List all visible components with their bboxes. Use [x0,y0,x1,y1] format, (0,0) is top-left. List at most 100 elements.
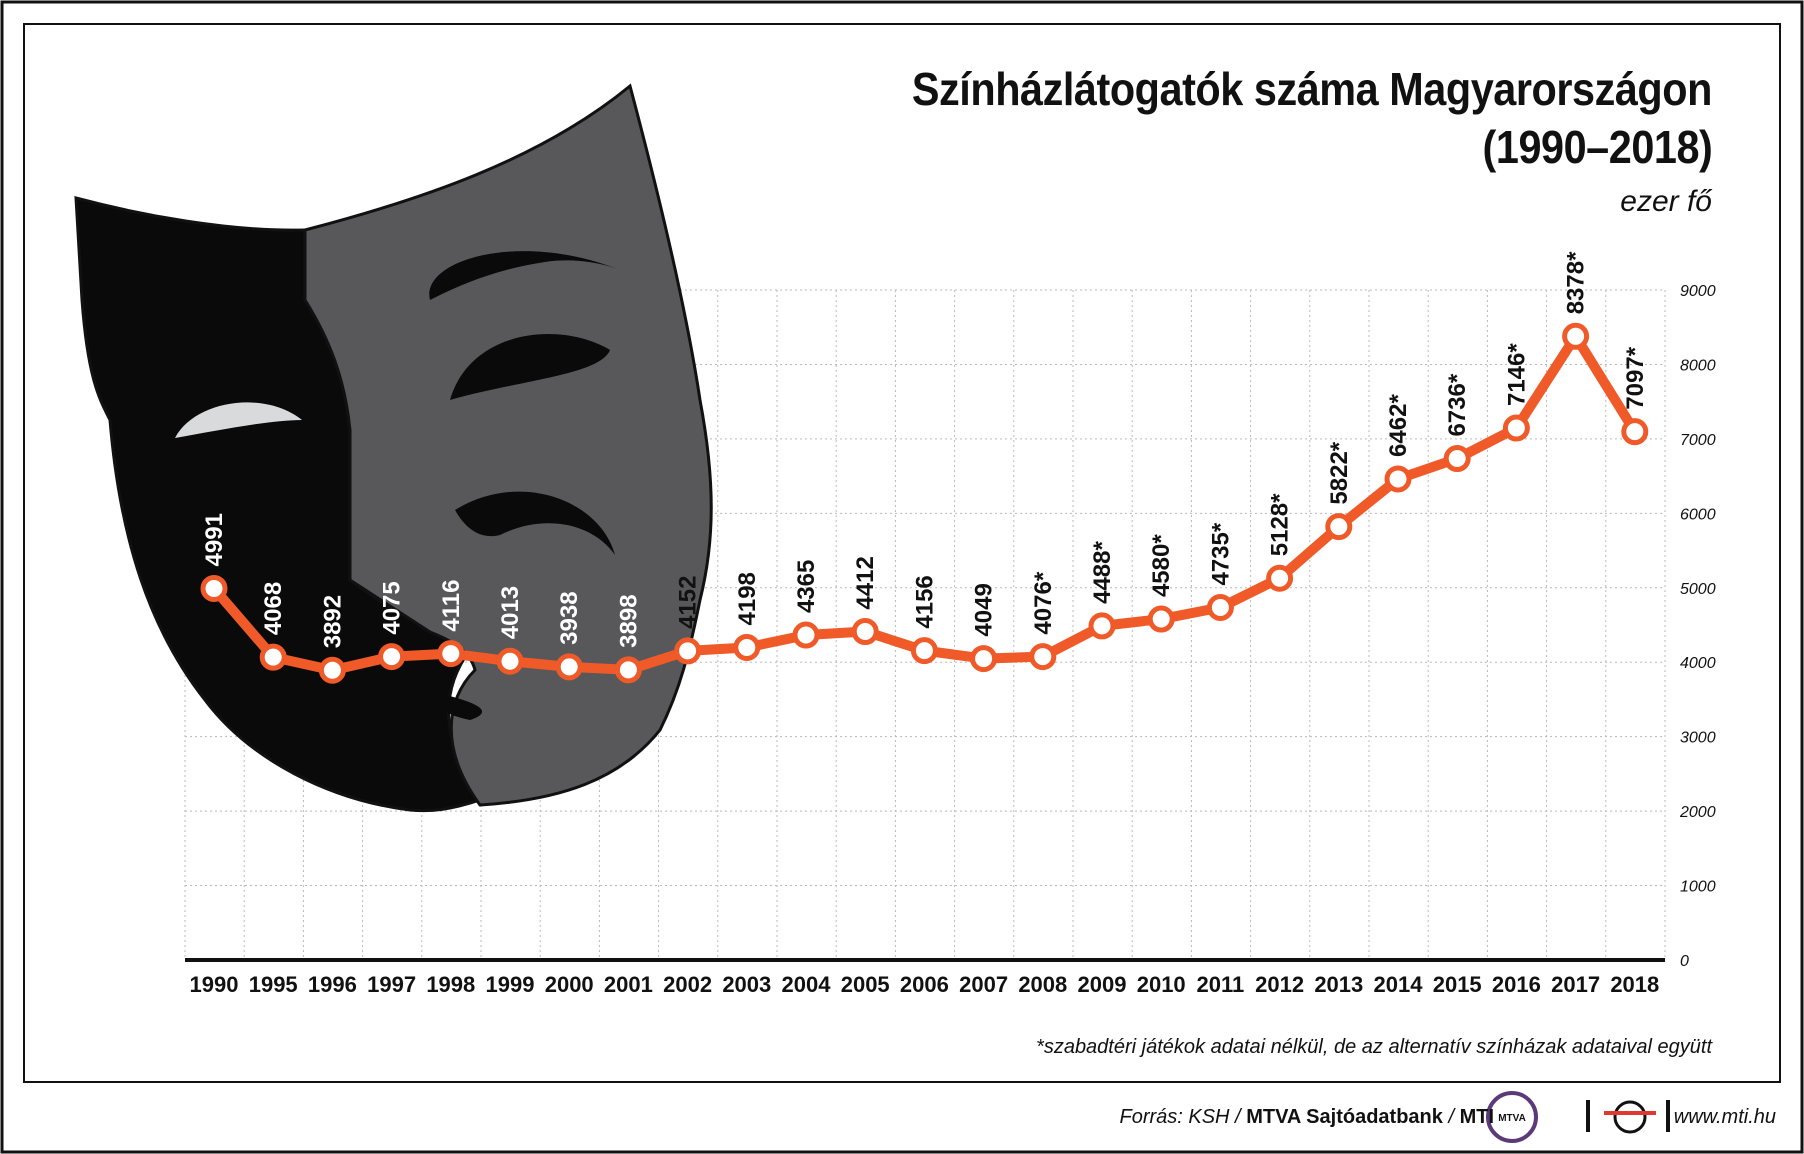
x-tick-label: 1995 [249,972,298,997]
data-label: 4412 [852,556,879,609]
data-point [851,618,879,646]
data-point [1206,594,1234,622]
x-tick-label: 2016 [1492,972,1541,997]
data-label: 5822* [1326,441,1353,504]
data-point [970,645,998,673]
mask-chin-shadow [425,690,483,720]
x-tick-label: 2017 [1551,972,1600,997]
source-bold: MTVA Sajtóadatbank [1246,1106,1443,1128]
y-tick-label: 6000 [1680,506,1716,523]
x-tick-label: 2005 [841,972,890,997]
mtva-logo: MTVA [1486,1091,1538,1143]
data-label: 4580* [1148,534,1175,597]
data-label: 4116 [438,580,465,632]
x-tick-label: 1990 [190,972,239,997]
data-point [1325,513,1353,541]
data-point [1147,605,1175,633]
data-point [733,633,761,661]
x-tick-label: 2002 [663,972,712,997]
data-point [1384,465,1412,493]
x-tick-label: 2012 [1255,972,1304,997]
data-label: 4075 [379,581,406,634]
data-labels-group: 4991 4068 3892 4075 4116 4013 3938 3898 4152 4198… [201,251,1649,648]
data-point [1266,564,1294,592]
data-label: 4049 [971,583,998,636]
data-label: 6736* [1444,373,1471,436]
series-line-group [200,322,1649,684]
data-point [1621,418,1649,446]
unit-label: ezer fő [1620,185,1712,218]
x-tick-label: 2008 [1018,972,1067,997]
data-point [378,643,406,671]
data-label: 7097* [1622,346,1649,409]
x-tick-label: 1996 [308,972,357,997]
data-point [614,656,642,684]
data-point [1029,643,1057,671]
data-label: 8378* [1563,251,1590,314]
x-tick-label: 2014 [1374,972,1424,997]
footnote: *szabadtéri játékok adatai nélkül, de az… [1036,1036,1712,1058]
data-point [318,656,346,684]
data-point [496,647,524,675]
y-tick-label: 4000 [1680,655,1716,672]
data-label: 4013 [497,586,524,639]
x-tick-label: 2003 [722,972,771,997]
y-tick-label: 3000 [1680,730,1716,747]
data-point [555,653,583,681]
x-tick-label: 2010 [1137,972,1186,997]
x-tick-label: 1999 [486,972,535,997]
mti-logo-icon [1604,1100,1656,1134]
source-mti: MTI [1459,1106,1494,1128]
x-tick-label: 2013 [1314,972,1363,997]
x-tick-label: 2007 [959,972,1008,997]
mtva-logo-text: MTVA [1498,1113,1526,1124]
y-tick-label: 1000 [1680,879,1716,896]
source-separator: / [1442,1106,1460,1128]
data-label: 4152 [675,576,702,629]
y-tick-label: 2000 [1679,804,1716,821]
y-tick-label: 5000 [1680,581,1716,598]
data-point [1088,612,1116,640]
x-tick-label: 2009 [1078,972,1127,997]
chart-title-years: (1990–2018) [1482,121,1712,173]
x-tick-label: 1998 [426,972,475,997]
data-point [1502,414,1530,442]
data-label: 3938 [556,591,583,644]
mask-right-eyebrow [429,251,620,300]
source-credit: Forrás: KSH / MTVA Sajtóadatbank / MTI [1119,1106,1494,1129]
y-tick-labels: 0 1000 2000 3000 4000 5000 6000 7000 8000 9000 [1679,283,1716,970]
data-point [200,574,228,602]
x-tick-labels: 1990 1995 1996 1997 1998 1999 2000 2001 2002 2003… [190,972,1660,997]
data-label: 6462* [1385,394,1412,457]
data-label: 7146* [1503,343,1530,406]
website-link[interactable]: www.mti.hu [1673,1106,1776,1128]
data-point [792,621,820,649]
data-label: 5128* [1267,493,1294,556]
data-label: 4156 [911,575,938,628]
data-label: 4076* [1030,571,1057,634]
data-label: 4488* [1089,541,1116,604]
data-point [910,637,938,665]
x-tick-label: 2001 [604,972,653,997]
mask-left-eye [175,402,302,438]
theatre-mask-icon [74,83,713,813]
data-point [259,643,287,671]
x-tick-label: 2018 [1610,972,1659,997]
x-tick-label: 2011 [1197,972,1245,997]
data-point [674,637,702,665]
x-tick-label: 1997 [367,972,416,997]
mask-mouth [455,491,615,555]
y-tick-label: 7000 [1680,432,1716,449]
data-label: 3892 [319,595,346,648]
x-tick-label: 2000 [545,972,594,997]
y-tick-label: 9000 [1680,283,1716,300]
inner-border [23,23,1781,1083]
data-point [437,640,465,668]
data-label: 4991 [201,513,228,566]
source-prefix: Forrás: KSH / [1119,1106,1247,1128]
y-tick-label: 0 [1680,953,1689,970]
chart-title: Színházlátogatók száma Magyarországon [911,63,1713,115]
data-label: 3898 [615,594,642,647]
